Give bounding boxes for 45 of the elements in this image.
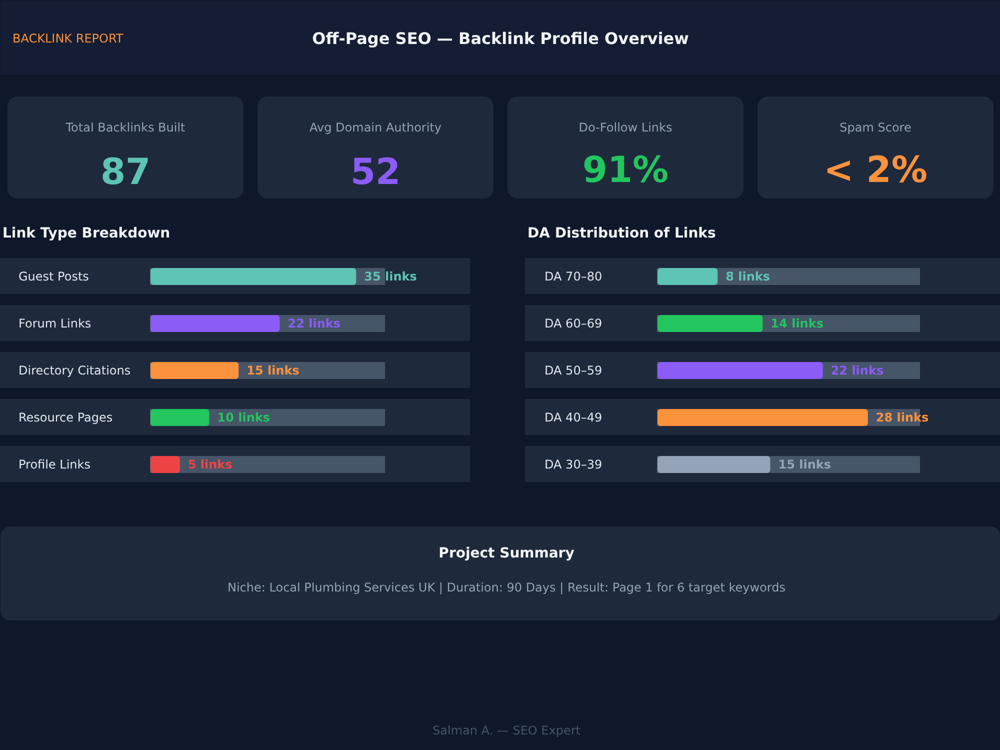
data-label: 28 links [876, 410, 929, 424]
data-label: 8 links [726, 270, 770, 284]
bar [150, 268, 356, 285]
category-label: DA 40–49 [544, 410, 602, 424]
text: 52 [350, 152, 401, 193]
text: 91% [582, 150, 669, 191]
data-label: 14 links [770, 316, 824, 330]
data-label: 35 links [364, 270, 417, 284]
data-label: 10 links [217, 410, 270, 424]
text: BACKLINK REPORT [12, 32, 124, 46]
bar [658, 315, 763, 332]
bar [658, 456, 770, 473]
category-label: Directory Citations [18, 364, 131, 378]
text: Salman A. — SEO Expert [432, 724, 581, 738]
category-label: DA 60–69 [544, 316, 602, 330]
data-label: 22 links [288, 316, 341, 330]
bar [658, 362, 823, 379]
bar [150, 362, 239, 379]
bar [658, 409, 868, 426]
data-label: 22 links [830, 364, 884, 378]
text: Spam Score [840, 120, 912, 134]
chart-title: Link Type Breakdown [2, 226, 170, 242]
category-label: Resource Pages [18, 410, 113, 424]
text: Off-Page SEO — Backlink Profile Overview [312, 29, 690, 48]
category-label: Forum Links [18, 316, 92, 330]
data-label: 15 links [778, 458, 831, 472]
category-label: Guest Posts [18, 270, 89, 284]
category-label: DA 50–59 [544, 364, 602, 378]
text: 87 [100, 152, 151, 193]
bar [658, 268, 718, 285]
text: Do-Follow Links [578, 120, 672, 134]
category-label: DA 30–39 [544, 458, 602, 472]
data-label: 5 links [188, 458, 232, 472]
chart-title: DA Distribution of Links [528, 226, 716, 242]
text: Niche: Local Plumbing Services UK | Duration: 90 Days | Result: Page 1 for 6 target keywords [227, 580, 786, 594]
text: Project Summary [438, 546, 574, 562]
bar [150, 315, 280, 332]
text: < 2% [824, 150, 928, 191]
category-label: Profile Links [18, 458, 90, 472]
bar [150, 409, 210, 426]
bar [150, 456, 180, 473]
text: Avg Domain Authority [310, 120, 442, 134]
category-label: DA 70–80 [544, 270, 602, 284]
text: Total Backlinks Built [64, 120, 186, 134]
data-label: 15 links [246, 364, 300, 378]
